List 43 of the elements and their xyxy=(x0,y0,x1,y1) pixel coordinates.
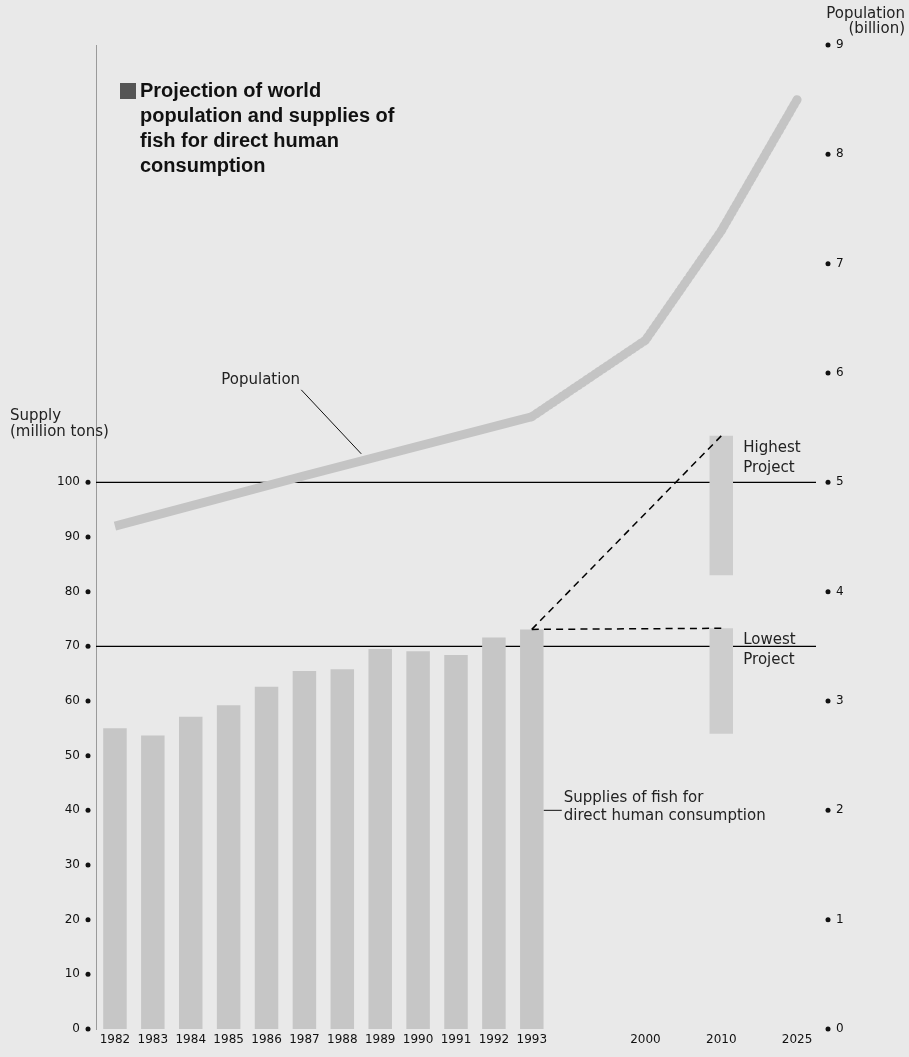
x-tick-label: 1990 xyxy=(402,1032,434,1047)
y-tick-label: 10 xyxy=(64,966,80,981)
y2-tick-label: 0 xyxy=(836,1021,844,1036)
text: Population xyxy=(221,369,301,388)
y-tick-label: 40 xyxy=(64,802,80,817)
x-tick-label: 2010 xyxy=(705,1032,737,1047)
y-tick-label: 0 xyxy=(72,1021,80,1036)
y2-tick-label: 7 xyxy=(836,255,844,270)
x-tick-label: 1983 xyxy=(137,1032,169,1047)
text: Projection of world population and supplies of fish for direct human consumption xyxy=(140,79,395,176)
x-tick-label: 2025 xyxy=(781,1032,813,1047)
y2-tick-label: 1 xyxy=(836,911,844,926)
x-tick-label: 2000 xyxy=(630,1032,661,1047)
x-tick-label: 1993 xyxy=(516,1032,548,1047)
y2-tick-label: 5 xyxy=(836,474,844,489)
x-tick-label: 1987 xyxy=(289,1032,320,1047)
y-axis-title: Supply (million tons) xyxy=(10,406,109,441)
x-tick-label: 1985 xyxy=(213,1032,244,1047)
y2-tick-label: 6 xyxy=(836,365,844,380)
x-tick-label: 1989 xyxy=(364,1032,396,1047)
y2-tick-label: 9 xyxy=(836,37,844,52)
y2-tick-label: 4 xyxy=(836,583,844,598)
y2-tick-label: 3 xyxy=(836,693,844,708)
y2-tick-label: 2 xyxy=(836,802,844,817)
y2-axis-title: Population (billion) xyxy=(826,4,905,37)
y2-tick-label: 8 xyxy=(836,146,844,161)
x-tick-label: 1988 xyxy=(327,1032,358,1047)
series-label: Supplies of fish for direct human consumption xyxy=(563,788,766,825)
y-tick-label: 100 xyxy=(57,474,80,489)
y-tick-label: 50 xyxy=(64,747,80,762)
x-tick-label: 1984 xyxy=(175,1032,207,1047)
x-tick-label: 1982 xyxy=(99,1032,131,1047)
y-tick-label: 70 xyxy=(64,638,80,653)
y-tick-label: 30 xyxy=(64,857,80,872)
series-label: Lowest Project xyxy=(743,630,796,669)
x-tick-label: 1992 xyxy=(478,1032,510,1047)
y-tick-label: 80 xyxy=(64,583,80,598)
x-tick-label: 1986 xyxy=(251,1032,282,1047)
y-tick-label: 20 xyxy=(64,911,80,926)
y-tick-label: 90 xyxy=(64,529,80,544)
series-label: Highest Project xyxy=(743,437,801,476)
y-tick-label: 60 xyxy=(64,693,80,708)
x-tick-label: 1991 xyxy=(440,1032,472,1047)
